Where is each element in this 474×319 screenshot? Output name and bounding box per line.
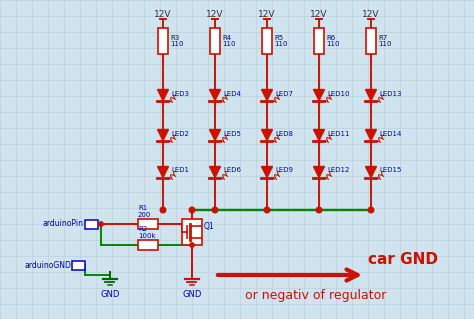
Text: 12V: 12V [206, 10, 224, 19]
Circle shape [212, 207, 218, 213]
Bar [138, 240, 158, 250]
Bar [262, 28, 272, 54]
Polygon shape [313, 90, 325, 100]
Text: 12V: 12V [362, 10, 380, 19]
Bar [158, 28, 168, 54]
Text: 12V: 12V [154, 10, 172, 19]
Text: LED13: LED13 [380, 91, 402, 97]
Polygon shape [262, 130, 273, 140]
Bar [314, 28, 324, 54]
Text: R7
110: R7 110 [378, 34, 392, 48]
Polygon shape [365, 167, 376, 177]
Circle shape [99, 222, 103, 226]
Circle shape [264, 207, 270, 213]
Text: 12V: 12V [258, 10, 276, 19]
Text: arduinoGND: arduinoGND [24, 261, 71, 270]
Text: R6
110: R6 110 [326, 34, 339, 48]
Polygon shape [157, 130, 168, 140]
Text: or negativ of regulator: or negativ of regulator [245, 288, 386, 301]
Text: LED7: LED7 [275, 91, 293, 97]
Circle shape [190, 243, 194, 247]
Text: LED6: LED6 [224, 167, 241, 174]
Text: LED4: LED4 [224, 91, 241, 97]
Text: LED3: LED3 [172, 91, 190, 97]
Text: R5
110: R5 110 [274, 34, 288, 48]
Polygon shape [157, 90, 168, 100]
Polygon shape [210, 90, 220, 100]
Text: LED11: LED11 [328, 130, 350, 137]
Polygon shape [313, 130, 325, 140]
Text: R2
100k: R2 100k [138, 226, 155, 239]
Text: R3
110: R3 110 [170, 34, 183, 48]
Text: Q1: Q1 [204, 221, 215, 231]
Text: car GND: car GND [368, 253, 438, 268]
Text: LED12: LED12 [328, 167, 350, 174]
Bar [72, 261, 85, 270]
Circle shape [189, 207, 195, 213]
Bar [85, 219, 98, 228]
Polygon shape [365, 130, 376, 140]
Polygon shape [210, 130, 220, 140]
Bar [138, 219, 158, 229]
Polygon shape [365, 90, 376, 100]
Text: 12V: 12V [310, 10, 328, 19]
Bar [210, 28, 220, 54]
Polygon shape [262, 167, 273, 177]
Polygon shape [313, 167, 325, 177]
Text: LED8: LED8 [275, 130, 293, 137]
Text: arduinoPin: arduinoPin [43, 219, 84, 228]
Polygon shape [157, 167, 168, 177]
Polygon shape [262, 90, 273, 100]
Text: R1
200: R1 200 [138, 205, 151, 218]
Text: LED1: LED1 [172, 167, 190, 174]
Text: R4
110: R4 110 [222, 34, 236, 48]
Bar [366, 28, 376, 54]
Text: LED10: LED10 [328, 91, 350, 97]
Text: LED5: LED5 [224, 130, 241, 137]
Polygon shape [210, 167, 220, 177]
Text: LED9: LED9 [275, 167, 293, 174]
Bar [182, 219, 202, 245]
Text: GND: GND [182, 290, 202, 299]
Circle shape [160, 207, 166, 213]
Text: LED14: LED14 [380, 130, 402, 137]
Text: LED2: LED2 [172, 130, 190, 137]
Text: LED15: LED15 [380, 167, 402, 174]
Circle shape [316, 207, 322, 213]
Circle shape [368, 207, 374, 213]
Text: GND: GND [100, 290, 120, 299]
